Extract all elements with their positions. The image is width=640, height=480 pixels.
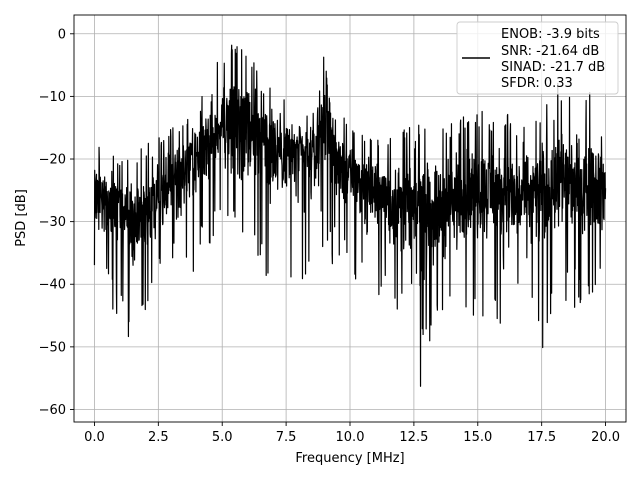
x-tick-label: 17.5 <box>527 430 556 445</box>
y-tick-label: −60 <box>39 403 66 418</box>
y-axis-label: PSD [dB] <box>14 189 29 247</box>
legend: ENOB: -3.9 bits SNR: -21.64 dB SINAD: -2… <box>456 21 619 95</box>
legend-box <box>456 21 619 95</box>
x-axis-label: Frequency [MHz] <box>295 451 404 466</box>
legend-entry-snr: SNR: -21.64 dB <box>501 44 599 59</box>
x-tick-label: 2.5 <box>148 430 169 445</box>
x-tick-label: 0.0 <box>84 430 105 445</box>
legend-entry-sinad: SINAD: -21.7 dB <box>501 60 605 75</box>
plot-area <box>93 44 607 387</box>
x-tick-label: 12.5 <box>399 430 428 445</box>
y-tick-label: −40 <box>39 278 66 293</box>
y-tick-label: −50 <box>39 340 66 355</box>
x-tick-label: 7.5 <box>276 430 297 445</box>
x-tick-label: 5.0 <box>212 430 233 445</box>
x-tick-label: 10.0 <box>336 430 365 445</box>
y-axis-ticks: 0 −10 −20 −30 −40 −50 −60 <box>39 27 74 418</box>
x-tick-label: 15.0 <box>463 430 492 445</box>
y-tick-label: 0 <box>58 27 66 42</box>
y-tick-label: −20 <box>39 153 66 168</box>
legend-entry-enob: ENOB: -3.9 bits <box>501 27 600 42</box>
y-tick-label: −10 <box>39 90 66 105</box>
x-axis-ticks: 0.0 2.5 5.0 7.5 10.0 12.5 15.0 17.5 20.0 <box>84 422 620 445</box>
y-tick-label: −30 <box>39 215 66 230</box>
psd-series-line <box>93 44 607 387</box>
x-tick-label: 20.0 <box>591 430 620 445</box>
legend-entry-sfdr: SFDR: 0.33 <box>501 76 573 91</box>
